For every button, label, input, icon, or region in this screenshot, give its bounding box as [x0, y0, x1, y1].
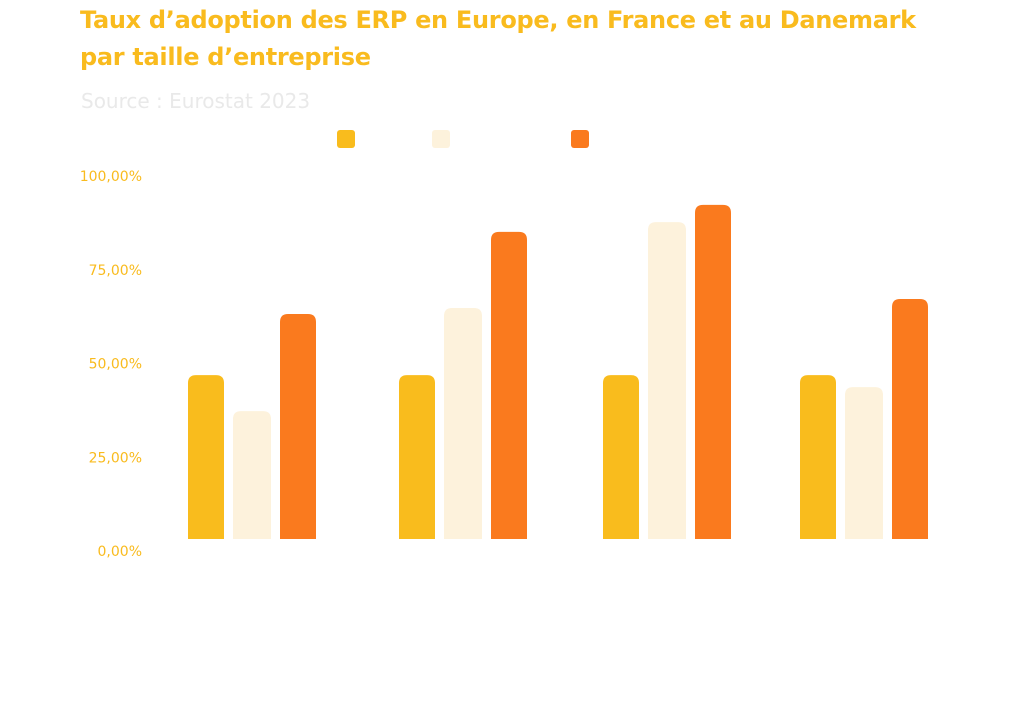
bar: [800, 375, 836, 539]
bar: [695, 204, 731, 539]
chart-title: Taux d’adoption des ERP en Europe, en Fr…: [80, 6, 916, 71]
y-tick-label: 0,00%: [98, 544, 142, 560]
bar: [892, 299, 928, 539]
bar: [444, 308, 482, 539]
legend-swatch: [571, 130, 589, 148]
bar: [399, 375, 435, 539]
y-tick-label: 100,00%: [80, 169, 142, 185]
y-tick-label: 50,00%: [89, 357, 142, 373]
bar: [188, 375, 224, 539]
legend-swatch: [337, 130, 355, 148]
bar: [845, 387, 883, 539]
legend-swatch: [432, 130, 450, 148]
chart-subtitle: Source : Eurostat 2023: [81, 89, 311, 113]
bar: [648, 222, 686, 539]
bar: [280, 314, 316, 539]
y-tick-label: 25,00%: [89, 450, 142, 466]
y-tick-label: 75,00%: [89, 263, 142, 279]
bar: [233, 411, 271, 539]
bar: [603, 375, 639, 539]
bar: [491, 231, 527, 539]
